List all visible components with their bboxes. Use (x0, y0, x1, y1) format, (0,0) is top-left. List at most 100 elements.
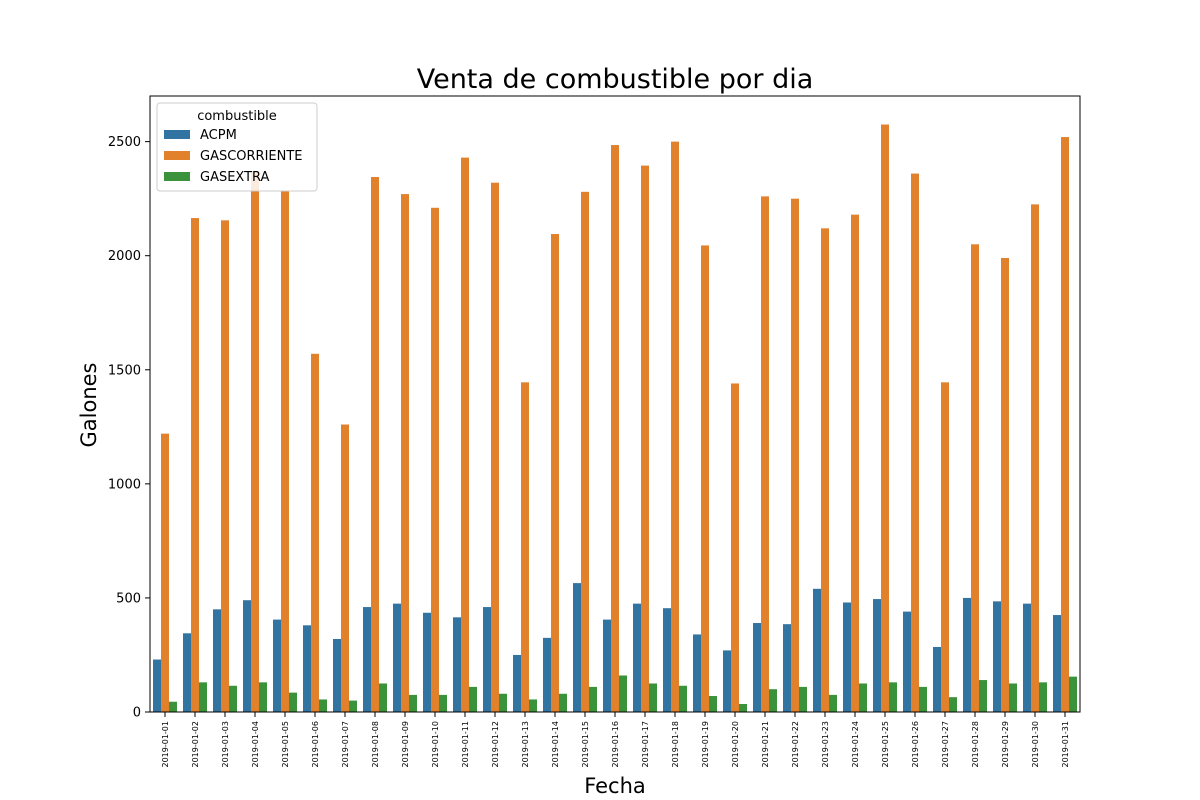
x-tick-label: 2019-01-16 (611, 721, 620, 768)
bar-gasextra-2019-01-24 (859, 683, 867, 712)
legend-swatch-gasextra (164, 172, 190, 181)
x-tick-label: 2019-01-12 (491, 721, 500, 768)
y-axis-label: Galones (77, 363, 101, 448)
x-tick-label: 2019-01-14 (551, 721, 560, 768)
bar-gasextra-2019-01-10 (439, 694, 447, 712)
bar-gasextra-2019-01-05 (289, 692, 297, 712)
x-tick-label: 2019-01-04 (251, 721, 260, 768)
bar-acpm-2019-01-04 (243, 600, 251, 712)
legend-label-gascorriente: GASCORRIENTE (200, 149, 303, 164)
bar-gascorriente-2019-01-20 (731, 383, 739, 712)
bar-gascorriente-2019-01-18 (671, 141, 679, 712)
bar-acpm-2019-01-20 (723, 650, 731, 712)
x-tick-label: 2019-01-24 (851, 721, 860, 768)
x-tick-label: 2019-01-08 (371, 721, 380, 768)
x-axis-ticks: 2019-01-01 2019-01-02 2019-01-03 2019-01-04… (161, 712, 1070, 768)
bar-gasextra-2019-01-22 (799, 686, 807, 712)
x-tick-label: 2019-01-10 (431, 721, 440, 768)
bar-acpm-2019-01-08 (363, 607, 371, 712)
bar-gascorriente-2019-01-12 (491, 182, 499, 712)
x-tick-label: 2019-01-23 (821, 721, 830, 768)
bar-acpm-2019-01-03 (213, 609, 221, 712)
bar-gasextra-2019-01-11 (469, 686, 477, 712)
legend-label-gasextra: GASEXTRA (200, 170, 270, 185)
x-tick-label: 2019-01-29 (1001, 721, 1010, 768)
bar-gascorriente-2019-01-05 (281, 190, 289, 712)
bar-gasextra-2019-01-26 (919, 686, 927, 712)
bar-gascorriente-2019-01-08 (371, 176, 379, 713)
x-tick-label: 2019-01-18 (671, 721, 680, 768)
x-tick-label: 2019-01-06 (311, 721, 320, 768)
bar-acpm-2019-01-16 (603, 619, 611, 712)
bar-acpm-2019-01-27 (933, 646, 941, 712)
bar-acpm-2019-01-13 (513, 654, 521, 712)
x-tick-label: 2019-01-28 (971, 721, 980, 768)
x-tick-label: 2019-01-07 (341, 721, 350, 768)
x-tick-label: 2019-01-20 (731, 721, 740, 768)
bars-layer (153, 124, 1077, 713)
bar-acpm-2019-01-19 (693, 634, 701, 712)
bar-gascorriente-2019-01-16 (611, 145, 619, 713)
bar-gasextra-2019-01-06 (319, 699, 327, 712)
bar-gasextra-2019-01-27 (949, 697, 957, 712)
bar-acpm-2019-01-22 (783, 624, 791, 712)
bar-acpm-2019-01-23 (813, 588, 821, 712)
bar-gascorriente-2019-01-19 (701, 245, 709, 712)
bar-gasextra-2019-01-04 (259, 682, 267, 712)
x-tick-label: 2019-01-31 (1061, 721, 1070, 768)
x-tick-label: 2019-01-01 (161, 721, 170, 768)
bar-gasextra-2019-01-14 (559, 693, 567, 712)
legend: combustible ACPM GASCORRIENTE GASEXTRA (156, 102, 318, 192)
plot-frame (149, 95, 1081, 713)
y-tick-label: 500 (116, 591, 141, 606)
x-tick-label: 2019-01-22 (791, 721, 800, 768)
bar-gascorriente-2019-01-26 (911, 173, 919, 712)
bar-gasextra-2019-01-29 (1009, 683, 1017, 712)
bar-gasextra-2019-01-30 (1039, 682, 1047, 712)
x-tick-label: 2019-01-30 (1031, 721, 1040, 768)
x-tick-label: 2019-01-27 (941, 721, 950, 768)
x-tick-label: 2019-01-11 (461, 721, 470, 768)
legend-title: combustible (197, 109, 277, 124)
x-tick-label: 2019-01-03 (221, 721, 230, 768)
bar-gascorriente-2019-01-07 (341, 424, 349, 712)
y-tick-label: 2000 (108, 249, 141, 264)
y-axis-ticks: 0 500 1000 1500 2000 2500 (108, 135, 150, 721)
bar-acpm-2019-01-06 (303, 625, 311, 712)
y-tick-label: 1000 (108, 477, 141, 492)
bar-gasextra-2019-01-16 (619, 675, 627, 712)
bar-gasextra-2019-01-18 (679, 685, 687, 712)
bar-gasextra-2019-01-03 (229, 685, 237, 712)
x-tick-label: 2019-01-13 (521, 721, 530, 768)
bar-acpm-2019-01-12 (483, 607, 491, 712)
bar-gascorriente-2019-01-30 (1031, 204, 1039, 712)
bar-acpm-2019-01-11 (453, 617, 461, 712)
x-tick-label: 2019-01-05 (281, 721, 290, 768)
bar-gasextra-2019-01-19 (709, 696, 717, 712)
x-tick-label: 2019-01-19 (701, 721, 710, 768)
x-tick-label: 2019-01-15 (581, 721, 590, 768)
chart-title: Venta de combustible por dia (417, 64, 814, 95)
legend-swatch-gascorriente (164, 151, 190, 160)
bar-gascorriente-2019-01-29 (1001, 257, 1009, 712)
bar-gascorriente-2019-01-10 (431, 207, 439, 713)
bar-acpm-2019-01-07 (333, 638, 341, 712)
bar-gasextra-2019-01-07 (349, 700, 357, 712)
y-tick-label: 1500 (108, 363, 141, 378)
bar-gasextra-2019-01-02 (199, 682, 207, 712)
bar-gascorriente-2019-01-02 (191, 218, 199, 712)
bar-acpm-2019-01-24 (843, 602, 851, 712)
bar-gascorriente-2019-01-21 (761, 196, 769, 712)
bar-gascorriente-2019-01-06 (311, 353, 319, 712)
bar-acpm-2019-01-05 (273, 619, 281, 712)
bar-acpm-2019-01-21 (753, 623, 761, 712)
bar-gascorriente-2019-01-22 (791, 198, 799, 713)
bar-acpm-2019-01-18 (663, 608, 671, 712)
bar-acpm-2019-01-26 (903, 611, 911, 712)
legend-box (156, 102, 318, 192)
bar-gascorriente-2019-01-31 (1061, 137, 1069, 712)
bar-acpm-2019-01-10 (423, 612, 431, 712)
y-tick-label: 0 (133, 706, 141, 721)
bar-gasextra-2019-01-01 (169, 701, 177, 712)
bar-gascorriente-2019-01-09 (401, 194, 409, 713)
